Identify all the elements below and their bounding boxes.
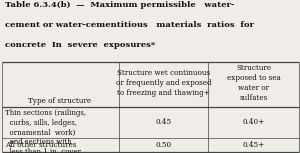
Text: cement or water-cementitious   materials  ratios  for: cement or water-cementitious materials r… [5,21,254,29]
Text: Structure
exposed to sea
water or
sulfates: Structure exposed to sea water or sulfat… [226,64,280,102]
Text: Structure wet continuous
or frequently and exposed
to freezing and thawing+: Structure wet continuous or frequently a… [116,69,211,97]
Text: concrete  In  severe  exposures*: concrete In severe exposures* [5,41,156,49]
Text: 0.45+: 0.45+ [242,141,265,149]
Text: 0.45: 0.45 [155,118,172,126]
Text: 0.40+: 0.40+ [242,118,265,126]
Text: All other structures: All other structures [5,141,76,149]
Text: 0.50: 0.50 [155,141,172,149]
Text: Table 6.3.4(b)  —  Maximum permissible   water-: Table 6.3.4(b) — Maximum permissible wat… [5,1,235,9]
Text: Thin sections (railings,
  curbs, sills, ledges,
  ornamental  work)
  and secti: Thin sections (railings, curbs, sills, l… [5,109,86,153]
Text: Type of structure: Type of structure [28,97,92,105]
